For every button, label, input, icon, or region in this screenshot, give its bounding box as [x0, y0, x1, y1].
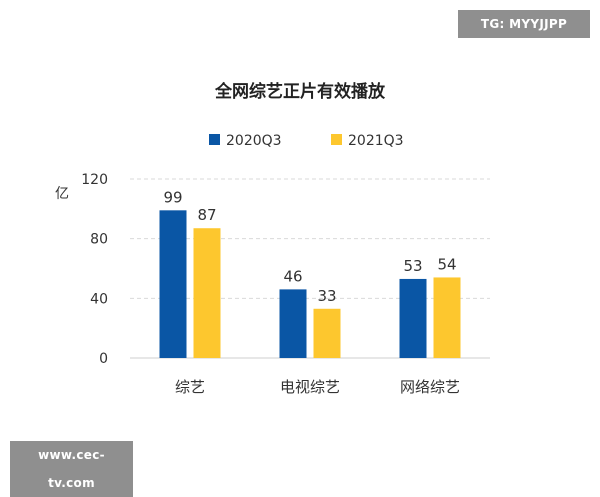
- x-category-label: 电视综艺: [280, 378, 340, 396]
- data-label: 99: [163, 188, 182, 206]
- bar-2021Q3-综艺: [193, 228, 221, 358]
- bar-2020Q3-网络综艺: [399, 278, 427, 358]
- data-label: 87: [197, 206, 216, 224]
- bar-2021Q3-网络综艺: [433, 277, 461, 358]
- legend-label-2021Q3: 2021Q3: [348, 133, 404, 149]
- x-axis-categories: 综艺 电视综艺 网络综艺: [175, 378, 460, 396]
- data-label: 33: [317, 287, 336, 305]
- data-label: 54: [437, 255, 456, 273]
- bar-2020Q3-综艺: [159, 210, 187, 358]
- bar-2020Q3-电视综艺: [279, 289, 307, 358]
- x-category-label: 综艺: [175, 378, 205, 396]
- gridlines: [130, 178, 490, 359]
- y-tick-label: 0: [99, 351, 108, 367]
- y-axis-ticks: 0 40 80 120: [81, 172, 108, 367]
- y-tick-label: 40: [90, 291, 108, 307]
- bar-chart: 全网综艺正片有效播放 亿 2020Q3 2021Q3 0 40 80 120 99 87 4…: [55, 81, 490, 396]
- data-labels: 99 87 46 33 53 54: [163, 188, 456, 304]
- y-axis-unit-label: 亿: [55, 186, 69, 202]
- legend: 2020Q3 2021Q3: [209, 133, 404, 149]
- legend-label-2020Q3: 2020Q3: [226, 133, 282, 149]
- tg-watermark-badge: TG: MYYJJPP: [458, 10, 590, 38]
- y-tick-label: 120: [81, 172, 108, 188]
- legend-swatch-2021Q3: [331, 134, 342, 145]
- y-tick-label: 80: [90, 232, 108, 248]
- x-category-label: 网络综艺: [400, 378, 460, 396]
- data-label: 46: [283, 267, 302, 285]
- bar-2021Q3-电视综艺: [313, 308, 341, 358]
- bars: [159, 210, 461, 358]
- legend-swatch-2020Q3: [209, 134, 220, 145]
- data-label: 53: [403, 257, 422, 275]
- chart-title: 全网综艺正片有效播放: [214, 81, 386, 102]
